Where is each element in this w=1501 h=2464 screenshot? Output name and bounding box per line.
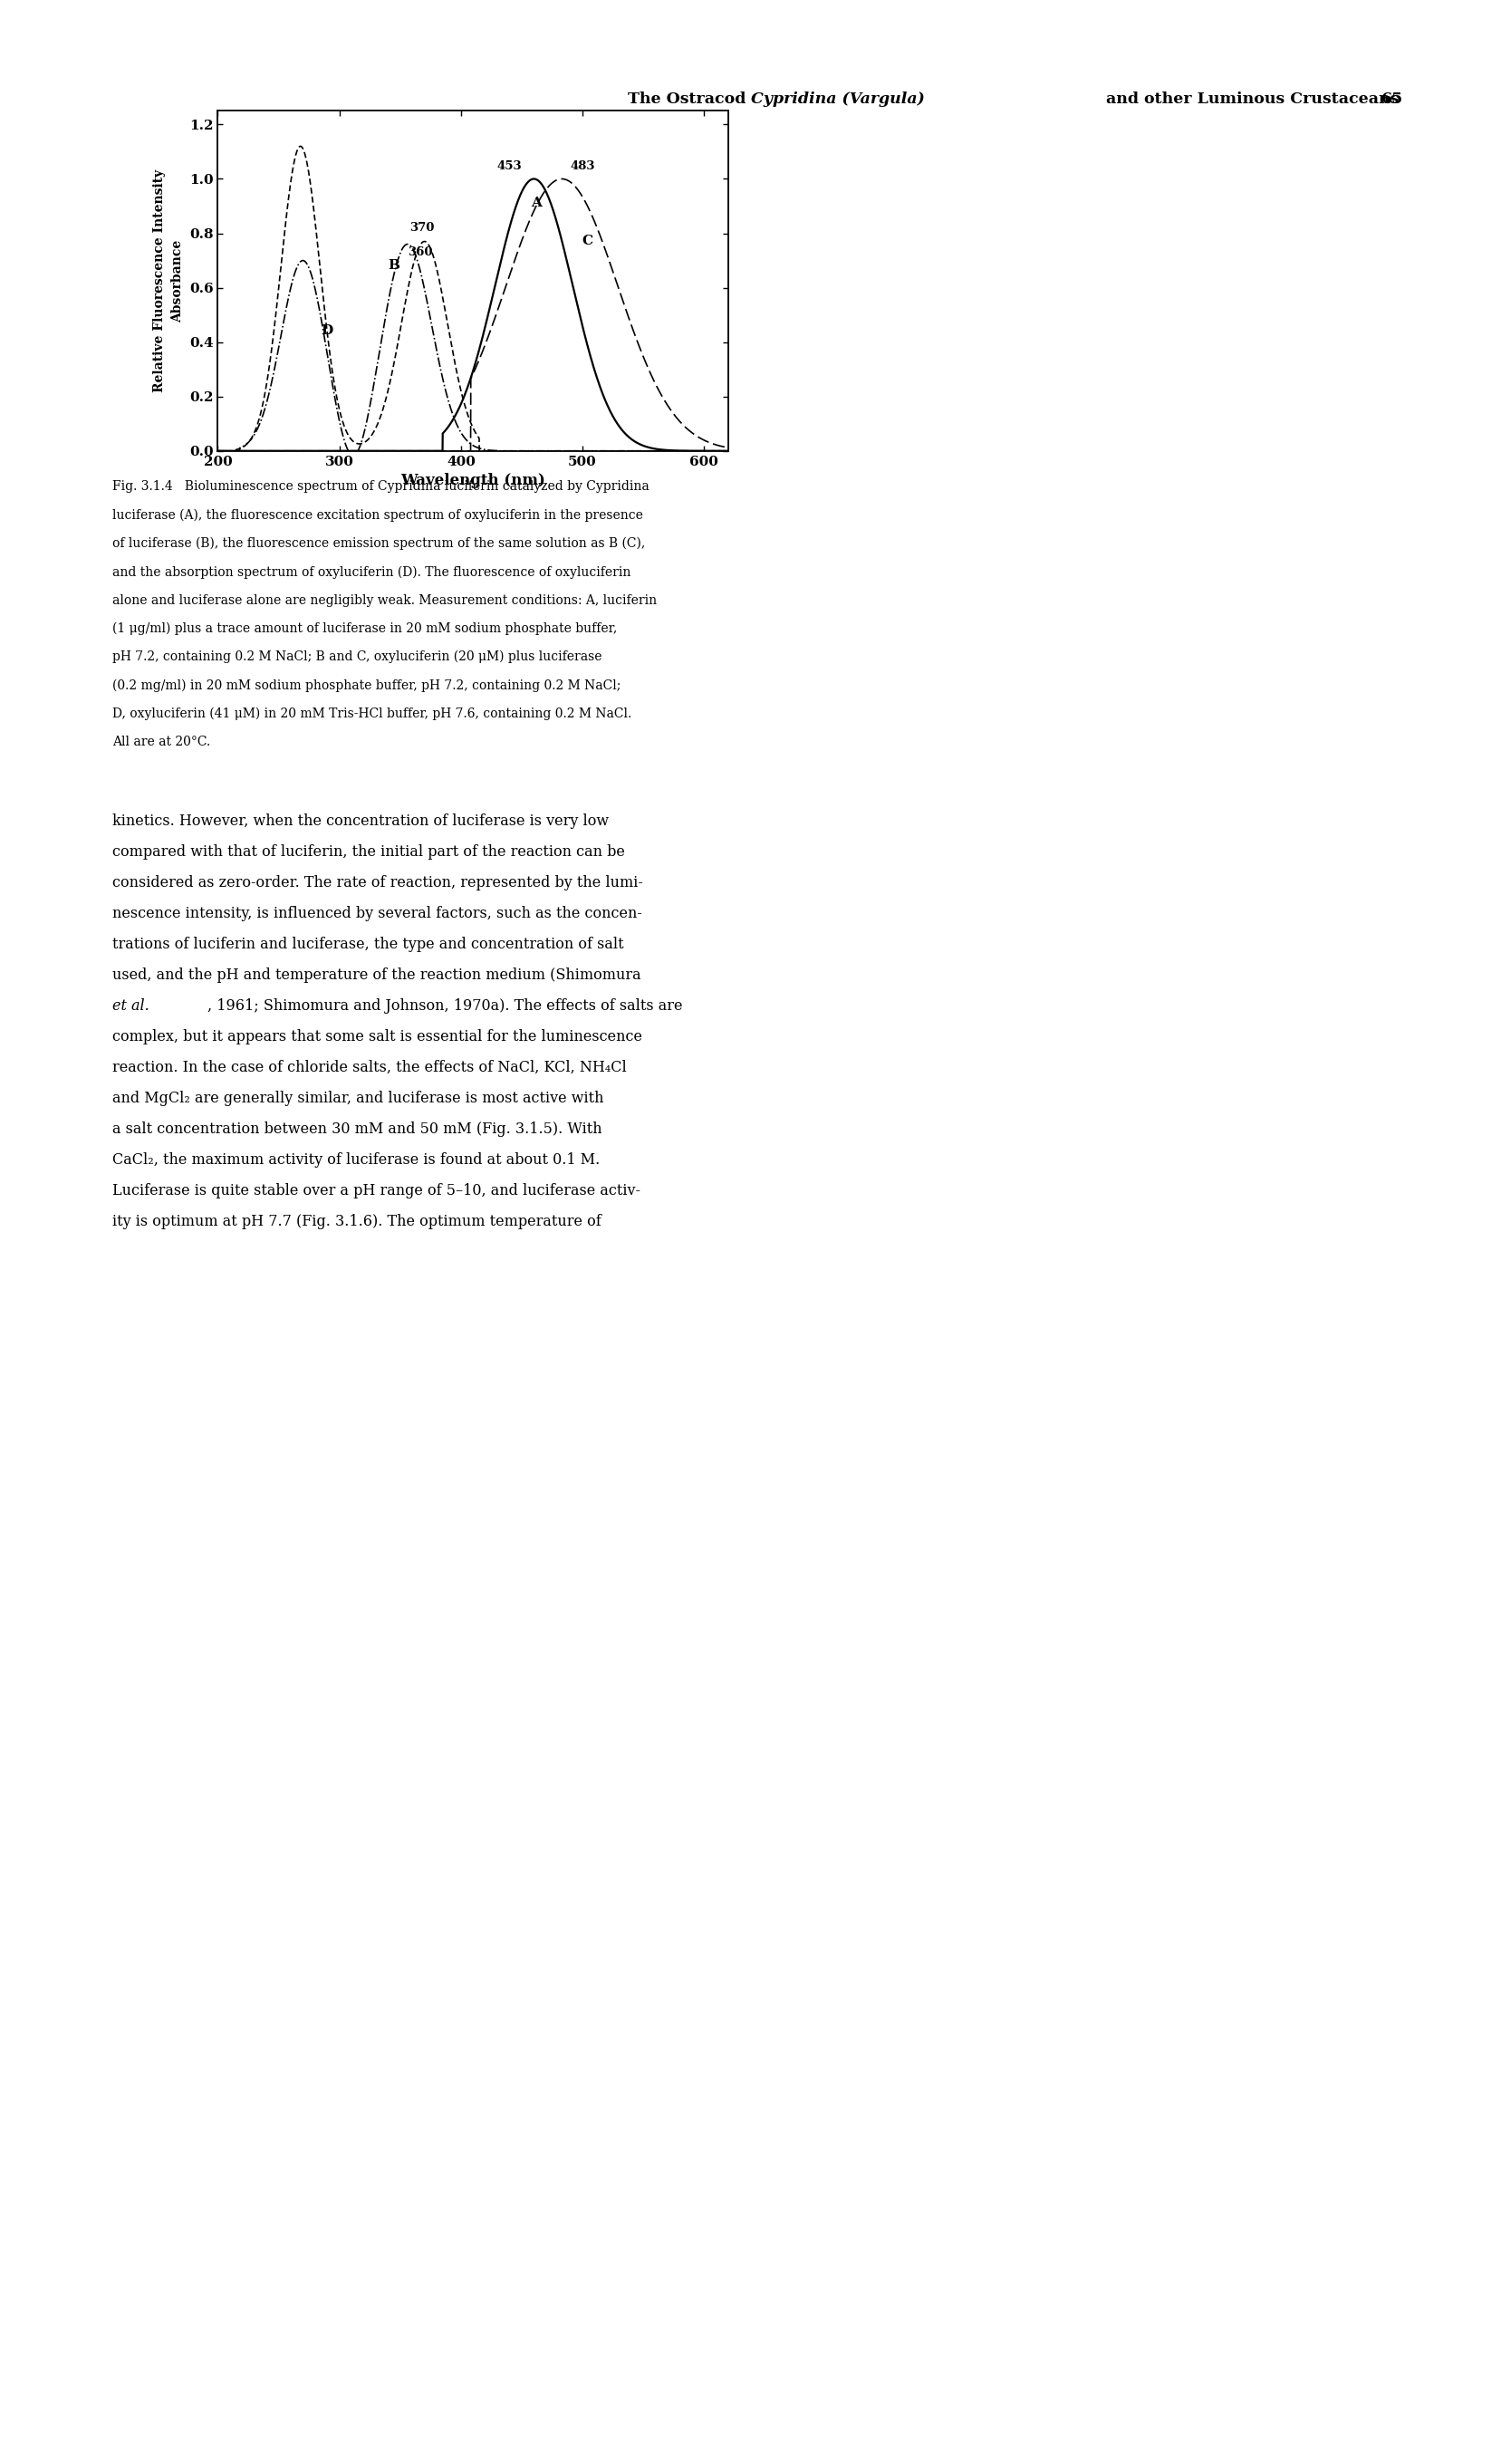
Text: considered as zero-order. The rate of reaction, represented by the lumi-: considered as zero-order. The rate of re…	[113, 875, 642, 890]
Text: trations of luciferin and luciferase, the type and concentration of salt: trations of luciferin and luciferase, th…	[113, 936, 624, 951]
Text: Cypridina (Vargula): Cypridina (Vargula)	[750, 91, 925, 106]
Text: 483: 483	[570, 160, 594, 172]
Text: Luciferase is quite stable over a pH range of 5–10, and luciferase activ-: Luciferase is quite stable over a pH ran…	[113, 1183, 641, 1198]
Text: , 1961; Shimomura and Johnson, 1970a). The effects of salts are: , 1961; Shimomura and Johnson, 1970a). T…	[207, 998, 681, 1013]
Text: B: B	[387, 259, 399, 271]
Text: 65: 65	[1381, 91, 1403, 106]
Text: ity is optimum at pH 7.7 (Fig. 3.1.6). The optimum temperature of: ity is optimum at pH 7.7 (Fig. 3.1.6). T…	[113, 1212, 602, 1230]
X-axis label: Wavelength (nm): Wavelength (nm)	[401, 473, 545, 488]
Text: kinetics. However, when the concentration of luciferase is very low: kinetics. However, when the concentratio…	[113, 813, 609, 828]
Y-axis label: Relative Fluorescence Intensity
Absorbance: Relative Fluorescence Intensity Absorban…	[153, 170, 185, 392]
Text: reaction. In the case of chloride salts, the effects of NaCl, KCl, NH₄Cl: reaction. In the case of chloride salts,…	[113, 1060, 626, 1074]
Text: CaCl₂, the maximum activity of luciferase is found at about 0.1 M.: CaCl₂, the maximum activity of luciferas…	[113, 1153, 600, 1168]
Text: 453: 453	[497, 160, 521, 172]
Text: The Ostracod: The Ostracod	[627, 91, 750, 106]
Text: 360: 360	[407, 246, 432, 259]
Text: Fig. 3.1.4   Bioluminescence spectrum of Cypridina luciferin catalyzed by Cyprid: Fig. 3.1.4 Bioluminescence spectrum of C…	[113, 480, 650, 493]
Text: (1 μg/ml) plus a trace amount of luciferase in 20 mM sodium phosphate buffer,: (1 μg/ml) plus a trace amount of lucifer…	[113, 621, 617, 636]
Text: used, and the pH and temperature of the reaction medium (Shimomura: used, and the pH and temperature of the …	[113, 966, 641, 983]
Text: and the absorption spectrum of oxyluciferin (D). The fluorescence of oxyluciferi: and the absorption spectrum of oxylucife…	[113, 564, 630, 579]
Text: pH 7.2, containing 0.2 M NaCl; B and C, oxyluciferin (20 μM) plus luciferase: pH 7.2, containing 0.2 M NaCl; B and C, …	[113, 650, 602, 663]
Text: of luciferase (B), the fluorescence emission spectrum of the same solution as B : of luciferase (B), the fluorescence emis…	[113, 537, 645, 549]
Text: luciferase (A), the fluorescence excitation spectrum of oxyluciferin in the pres: luciferase (A), the fluorescence excitat…	[113, 508, 642, 522]
Text: C: C	[581, 234, 593, 246]
Text: D: D	[321, 323, 333, 338]
Text: All are at 20°C.: All are at 20°C.	[113, 734, 210, 749]
Text: and MgCl₂ are generally similar, and luciferase is most active with: and MgCl₂ are generally similar, and luc…	[113, 1089, 603, 1106]
Text: compared with that of luciferin, the initial part of the reaction can be: compared with that of luciferin, the ini…	[113, 843, 624, 860]
Text: 370: 370	[410, 222, 434, 234]
Text: A: A	[531, 197, 542, 209]
Text: alone and luciferase alone are negligibly weak. Measurement conditions: A, lucif: alone and luciferase alone are negligibl…	[113, 594, 657, 606]
Text: D, oxyluciferin (41 μM) in 20 mM Tris-HCl buffer, pH 7.6, containing 0.2 M NaCl.: D, oxyluciferin (41 μM) in 20 mM Tris-HC…	[113, 707, 632, 719]
Text: complex, but it appears that some salt is essential for the luminescence: complex, but it appears that some salt i…	[113, 1030, 642, 1045]
Text: (0.2 mg/ml) in 20 mM sodium phosphate buffer, pH 7.2, containing 0.2 M NaCl;: (0.2 mg/ml) in 20 mM sodium phosphate bu…	[113, 678, 621, 692]
Text: and other Luminous Crustaceans: and other Luminous Crustaceans	[1100, 91, 1399, 106]
Text: et al.: et al.	[113, 998, 150, 1013]
Text: nescence intensity, is influenced by several factors, such as the concen-: nescence intensity, is influenced by sev…	[113, 904, 642, 922]
Text: a salt concentration between 30 mM and 50 mM (Fig. 3.1.5). With: a salt concentration between 30 mM and 5…	[113, 1121, 602, 1136]
